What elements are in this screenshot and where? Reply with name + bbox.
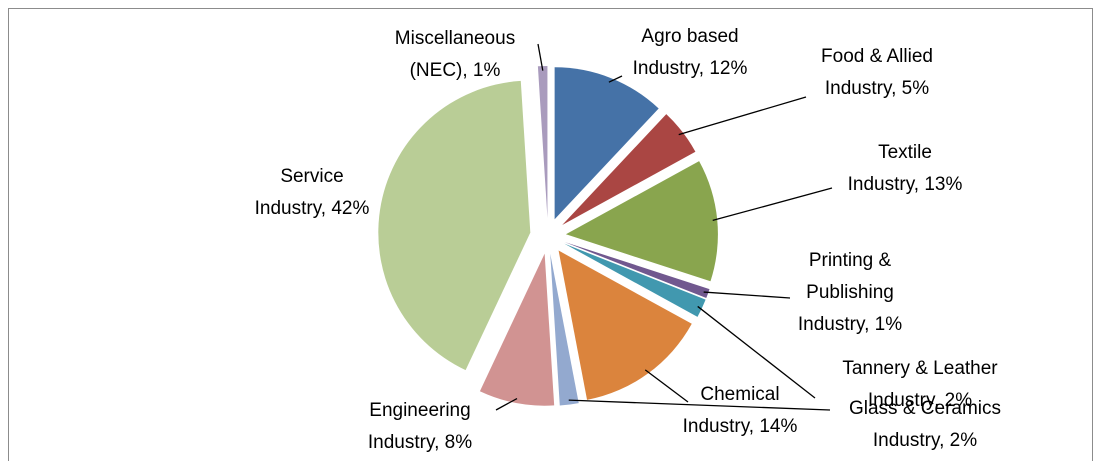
leader-line <box>608 75 623 83</box>
label-line: Chemical <box>700 384 779 405</box>
pie-slice <box>565 161 718 282</box>
label-line: Industry, 12% <box>633 58 748 79</box>
leader-line <box>697 305 816 399</box>
label-line: Agro based <box>641 26 738 47</box>
pie-slice <box>554 67 659 220</box>
label-line: Industry, 42% <box>255 198 370 219</box>
pie-slice <box>564 243 706 317</box>
leader-line <box>568 399 831 411</box>
label-line: Engineering <box>369 400 470 421</box>
label-line: Printing & <box>809 250 892 271</box>
leader-line <box>712 187 833 222</box>
pie-slice <box>537 66 548 219</box>
leader-line <box>537 43 544 71</box>
data-label: Textile Industry, 13% <box>848 142 963 195</box>
label-line: Tannery & Leather <box>842 358 998 379</box>
pie-slice <box>378 80 531 371</box>
label-line: Service <box>280 166 343 187</box>
leader-line <box>678 96 807 136</box>
leader-line <box>703 291 791 299</box>
data-label: Engineering Industry, 8% <box>368 400 472 453</box>
pie-slice <box>550 253 579 406</box>
pie-slice <box>562 114 696 225</box>
label-line: Industry, 5% <box>825 78 929 99</box>
label-line: Industry, 14% <box>683 416 798 437</box>
label-line: (NEC), 1% <box>410 60 501 81</box>
data-label: Agro based Industry, 12% <box>633 26 748 79</box>
data-label: Food & Allied Industry, 5% <box>821 46 933 99</box>
data-label: Tannery & Leather Industry, 2% <box>842 358 998 411</box>
label-line: Miscellaneous <box>395 28 515 49</box>
label-line: Industry, 8% <box>368 432 472 453</box>
data-label: Glass & Ceramics Industry, 2% <box>849 398 1001 451</box>
pie-slice <box>479 253 555 406</box>
data-label: Service Industry, 42% <box>255 166 370 219</box>
label-line: Industry, 1% <box>798 314 902 335</box>
pie-slice <box>564 242 710 299</box>
label-line: Industry, 13% <box>848 174 963 195</box>
label-line: Industry, 2% <box>873 430 977 451</box>
label-line: Food & Allied <box>821 46 933 67</box>
label-line: Glass & Ceramics <box>849 398 1001 419</box>
leader-line <box>495 397 518 411</box>
data-label: Printing & Publishing Industry, 1% <box>798 250 902 335</box>
leader-line <box>644 369 689 403</box>
label-line: Publishing <box>806 282 894 303</box>
label-line: Textile <box>878 142 932 163</box>
data-label: Miscellaneous (NEC), 1% <box>395 28 515 81</box>
label-line: Industry, 2% <box>868 390 972 411</box>
data-label: Chemical Industry, 14% <box>683 384 798 437</box>
pie-slice <box>558 250 692 400</box>
